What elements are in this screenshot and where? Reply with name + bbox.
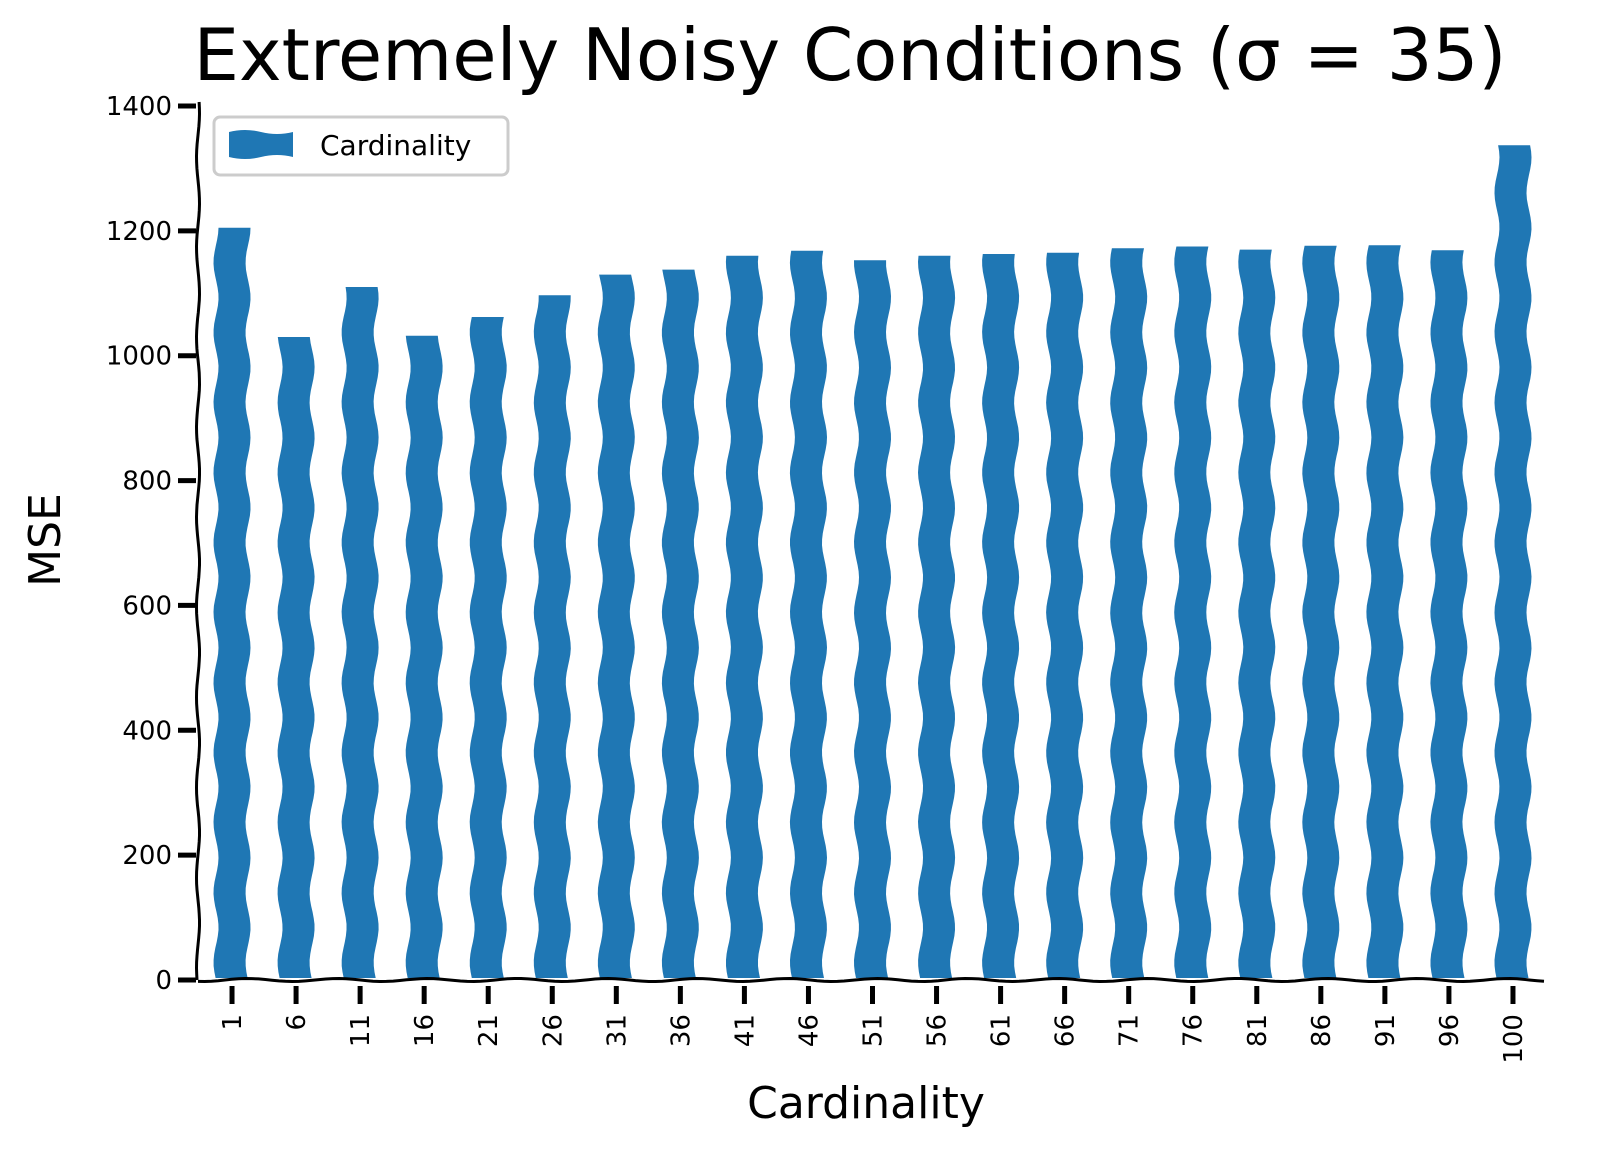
bar-81: [1238, 249, 1276, 979]
x-tick-label: 86: [1307, 1014, 1337, 1047]
bar-31: [597, 274, 635, 979]
y-tick-label: 1400: [106, 92, 172, 122]
bar-11: [341, 287, 379, 978]
bars-group: [213, 145, 1532, 979]
y-tick-label: 600: [122, 591, 172, 621]
legend-swatch: [229, 130, 293, 159]
x-tick-label: 11: [346, 1014, 376, 1047]
x-tick-label: 81: [1243, 1014, 1273, 1047]
bar-66: [1046, 252, 1084, 978]
x-tick-label: 76: [1179, 1014, 1209, 1047]
x-tick-label: 36: [666, 1014, 696, 1047]
x-tick-label: 31: [602, 1014, 632, 1047]
y-axis-line: [194, 101, 202, 981]
y-axis-title: MSE: [20, 493, 71, 587]
y-tick-label: 200: [122, 841, 172, 871]
legend-label: Cardinality: [320, 129, 471, 162]
x-tick-label: 6: [282, 1014, 312, 1031]
x-tick-label: 26: [538, 1014, 568, 1047]
x-tick-label: 16: [410, 1014, 440, 1047]
bar-26: [533, 295, 571, 978]
bar-6: [277, 337, 315, 978]
x-tick-label: 66: [1051, 1014, 1081, 1047]
bar-46: [789, 250, 827, 979]
x-tick-label: 100: [1499, 1014, 1529, 1064]
legend-box: [212, 115, 510, 177]
x-tick-label: 51: [859, 1014, 889, 1047]
y-tick-label: 0: [155, 966, 172, 996]
x-axis-ticks: 1 6 11 16 21 26 31 36 41 46 51 56 61 66 71 76 81 86 91 96 10…: [218, 986, 1529, 1064]
x-tick-label: 56: [923, 1014, 953, 1047]
x-tick-label: 41: [730, 1014, 760, 1047]
bar-51: [854, 260, 891, 978]
bar-61: [982, 254, 1020, 978]
x-tick-label: 1: [218, 1014, 248, 1031]
y-tick-label: 400: [122, 716, 172, 746]
bar-21: [469, 317, 507, 978]
x-tick-label: 46: [794, 1014, 824, 1047]
x-axis-line: [197, 976, 1545, 984]
y-tick-label: 800: [122, 467, 172, 497]
bar-16: [405, 335, 443, 978]
y-tick-label: 1200: [106, 217, 172, 247]
x-tick-label: 21: [474, 1014, 504, 1047]
bar-41: [725, 255, 763, 979]
bar-96: [1430, 250, 1468, 978]
bar-71: [1110, 248, 1148, 979]
bar-56: [918, 255, 956, 979]
x-tick-label: 91: [1371, 1014, 1401, 1047]
x-axis-title: Cardinality: [747, 1078, 985, 1129]
x-tick-label: 61: [987, 1014, 1017, 1047]
legend: Cardinality: [212, 115, 510, 177]
bar-76: [1174, 246, 1212, 978]
y-tick-label: 1000: [106, 342, 172, 372]
bar-36: [661, 269, 699, 979]
bar-1: [213, 227, 251, 978]
y-axis-ticks: 0 200 400 600 800 1000 1200 1400: [106, 92, 196, 996]
x-tick-label: 71: [1115, 1014, 1145, 1047]
bar-100: [1494, 145, 1532, 979]
bar-86: [1302, 245, 1340, 979]
x-tick-label: 96: [1435, 1014, 1465, 1047]
chart-title: Extremely Noisy Conditions (σ = 35): [193, 13, 1506, 97]
bar-91: [1366, 245, 1404, 978]
